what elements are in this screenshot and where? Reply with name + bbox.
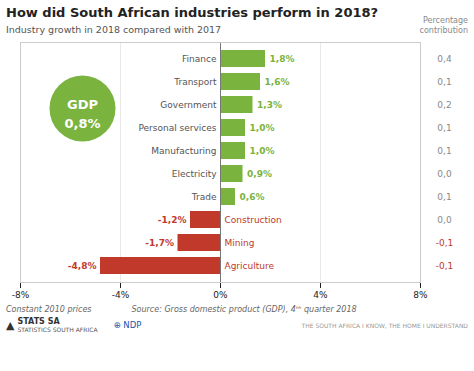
svg-text:0,8%: 0,8% <box>64 116 100 131</box>
html-text:Source: Gross domestic product: Source: Gross domestic product (GDP), 4ᵗ… <box>131 305 357 314</box>
svg-text:Personal services: Personal services <box>138 123 216 133</box>
svg-text:-1,7%: -1,7% <box>145 238 174 248</box>
svg-text:1,3%: 1,3% <box>257 100 282 110</box>
svg-text:-1,2%: -1,2% <box>158 215 187 225</box>
svg-text:1,0%: 1,0% <box>250 146 275 156</box>
svg-text:0,6%: 0,6% <box>240 192 265 202</box>
svg-text:Finance: Finance <box>182 54 217 64</box>
svg-text:Transport: Transport <box>173 77 217 87</box>
html-text:⊕ NDP: ⊕ NDP <box>113 320 142 330</box>
svg-text:0,1: 0,1 <box>437 77 451 87</box>
svg-text:Agriculture: Agriculture <box>225 261 275 271</box>
svg-text:-0,1: -0,1 <box>436 238 454 248</box>
svg-text:4%: 4% <box>313 290 328 300</box>
svg-text:1,8%: 1,8% <box>270 54 295 64</box>
svg-text:-4,8%: -4,8% <box>68 261 97 271</box>
svg-text:0,1: 0,1 <box>437 123 451 133</box>
svg-text:0,0: 0,0 <box>437 215 452 225</box>
svg-text:GDP: GDP <box>67 97 98 112</box>
html-text:How did South African industri: How did South African industries perform… <box>6 5 379 20</box>
svg-text:0%: 0% <box>213 290 228 300</box>
html-text:THE SOUTH AFRICA I KNOW, THE H: THE SOUTH AFRICA I KNOW, THE HOME I UNDE… <box>301 321 468 329</box>
svg-text:0,0: 0,0 <box>437 169 452 179</box>
svg-text:1,0%: 1,0% <box>250 123 275 133</box>
html-text:Percentage contribution: Percentage contribution <box>419 16 468 35</box>
svg-text:0,1: 0,1 <box>437 146 451 156</box>
svg-text:Government: Government <box>160 100 217 110</box>
svg-text:Construction: Construction <box>225 215 282 225</box>
svg-text:0,2: 0,2 <box>437 100 451 110</box>
svg-text:Electricity: Electricity <box>172 169 217 179</box>
svg-text:0,1: 0,1 <box>437 192 451 202</box>
html-text:▲ STATS SA: ▲ STATS SA <box>6 317 60 332</box>
svg-text:Manufacturing: Manufacturing <box>151 146 216 156</box>
svg-text:-8%: -8% <box>12 290 30 300</box>
svg-text:Trade: Trade <box>191 192 217 202</box>
html-text:STATISTICS SOUTH AFRICA: STATISTICS SOUTH AFRICA <box>17 326 98 333</box>
svg-text:0,9%: 0,9% <box>247 169 272 179</box>
svg-text:Mining: Mining <box>225 238 255 248</box>
svg-text:1,6%: 1,6% <box>265 77 290 87</box>
svg-text:-4%: -4% <box>112 290 130 300</box>
svg-text:-0,1: -0,1 <box>436 261 454 271</box>
html-text:Constant 2010 prices: Constant 2010 prices <box>6 305 92 314</box>
html-text:Industry growth in 2018 compar: Industry growth in 2018 compared with 20… <box>6 24 222 35</box>
svg-text:0,4: 0,4 <box>437 54 452 64</box>
svg-text:8%: 8% <box>413 290 428 300</box>
